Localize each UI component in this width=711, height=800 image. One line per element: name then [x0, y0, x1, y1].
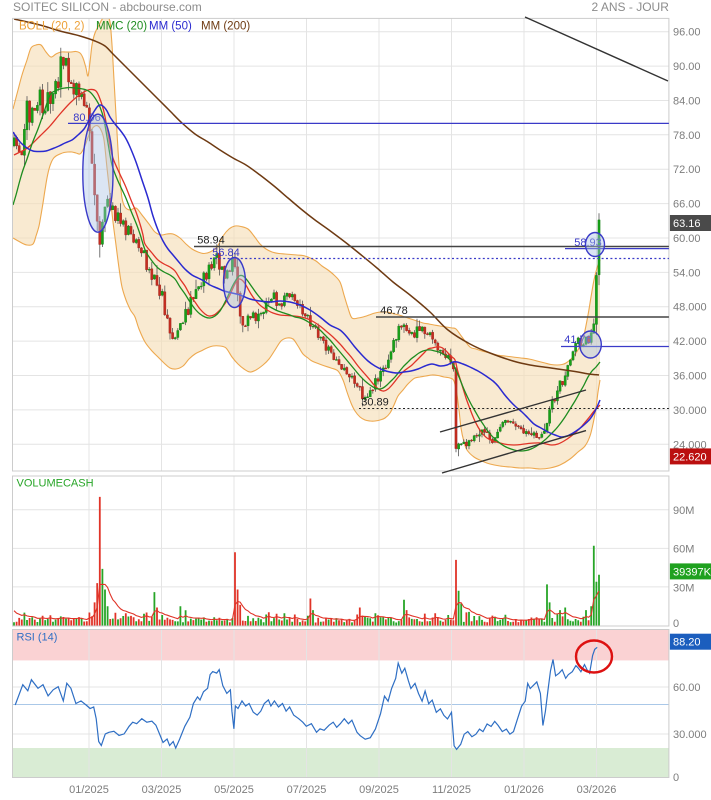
svg-text:60.00: 60.00: [673, 233, 701, 245]
svg-text:0: 0: [673, 618, 679, 630]
svg-text:96.00: 96.00: [673, 27, 701, 39]
svg-text:39397K: 39397K: [673, 566, 711, 578]
svg-text:24.000: 24.000: [673, 439, 707, 451]
svg-text:RSI (14): RSI (14): [17, 632, 58, 644]
svg-text:11/2025: 11/2025: [432, 784, 471, 796]
svg-text:48.000: 48.000: [673, 302, 707, 314]
svg-text:07/2025: 07/2025: [287, 784, 327, 796]
svg-text:MMC (20): MMC (20): [96, 21, 147, 33]
svg-text:42.000: 42.000: [673, 336, 707, 348]
svg-text:90M: 90M: [673, 505, 694, 517]
svg-text:05/2025: 05/2025: [214, 784, 254, 796]
svg-text:66.00: 66.00: [673, 199, 701, 211]
svg-text:MM (50): MM (50): [149, 21, 192, 33]
svg-text:41.76: 41.76: [564, 334, 592, 346]
svg-text:72.00: 72.00: [673, 164, 701, 176]
svg-text:30.000: 30.000: [673, 405, 707, 417]
svg-text:SOITEC SILICON - abcbourse.com: SOITEC SILICON - abcbourse.com: [13, 0, 202, 14]
svg-text:60.00: 60.00: [673, 682, 701, 694]
svg-text:09/2025: 09/2025: [359, 784, 399, 796]
svg-text:BOLL (20, 2): BOLL (20, 2): [19, 21, 85, 33]
svg-text:30M: 30M: [673, 583, 694, 595]
svg-text:30.89: 30.89: [361, 397, 389, 409]
svg-text:56.84: 56.84: [212, 247, 240, 259]
svg-text:58.93: 58.93: [574, 237, 602, 249]
svg-text:0: 0: [673, 772, 679, 784]
svg-text:01/2025: 01/2025: [69, 784, 109, 796]
svg-text:88.20: 88.20: [673, 637, 701, 649]
svg-text:46.78: 46.78: [380, 305, 408, 317]
svg-text:36.000: 36.000: [673, 371, 707, 383]
svg-text:30.000: 30.000: [673, 729, 707, 741]
svg-text:90.00: 90.00: [673, 61, 701, 73]
svg-text:03/2025: 03/2025: [142, 784, 182, 796]
svg-text:MM (200): MM (200): [201, 21, 250, 33]
svg-text:80.06: 80.06: [73, 112, 101, 124]
svg-text:VOLUMECASH: VOLUMECASH: [17, 478, 94, 490]
svg-text:78.00: 78.00: [673, 130, 701, 142]
svg-text:01/2026: 01/2026: [504, 784, 544, 796]
svg-text:03/2026: 03/2026: [577, 784, 617, 796]
svg-text:63.16: 63.16: [673, 218, 701, 230]
svg-text:22.620: 22.620: [673, 451, 707, 463]
svg-text:84.00: 84.00: [673, 96, 701, 108]
svg-text:54.00: 54.00: [673, 267, 701, 279]
svg-text:58.94: 58.94: [197, 235, 225, 247]
svg-text:2 ANS - JOUR: 2 ANS - JOUR: [592, 0, 670, 14]
svg-text:60M: 60M: [673, 544, 694, 556]
